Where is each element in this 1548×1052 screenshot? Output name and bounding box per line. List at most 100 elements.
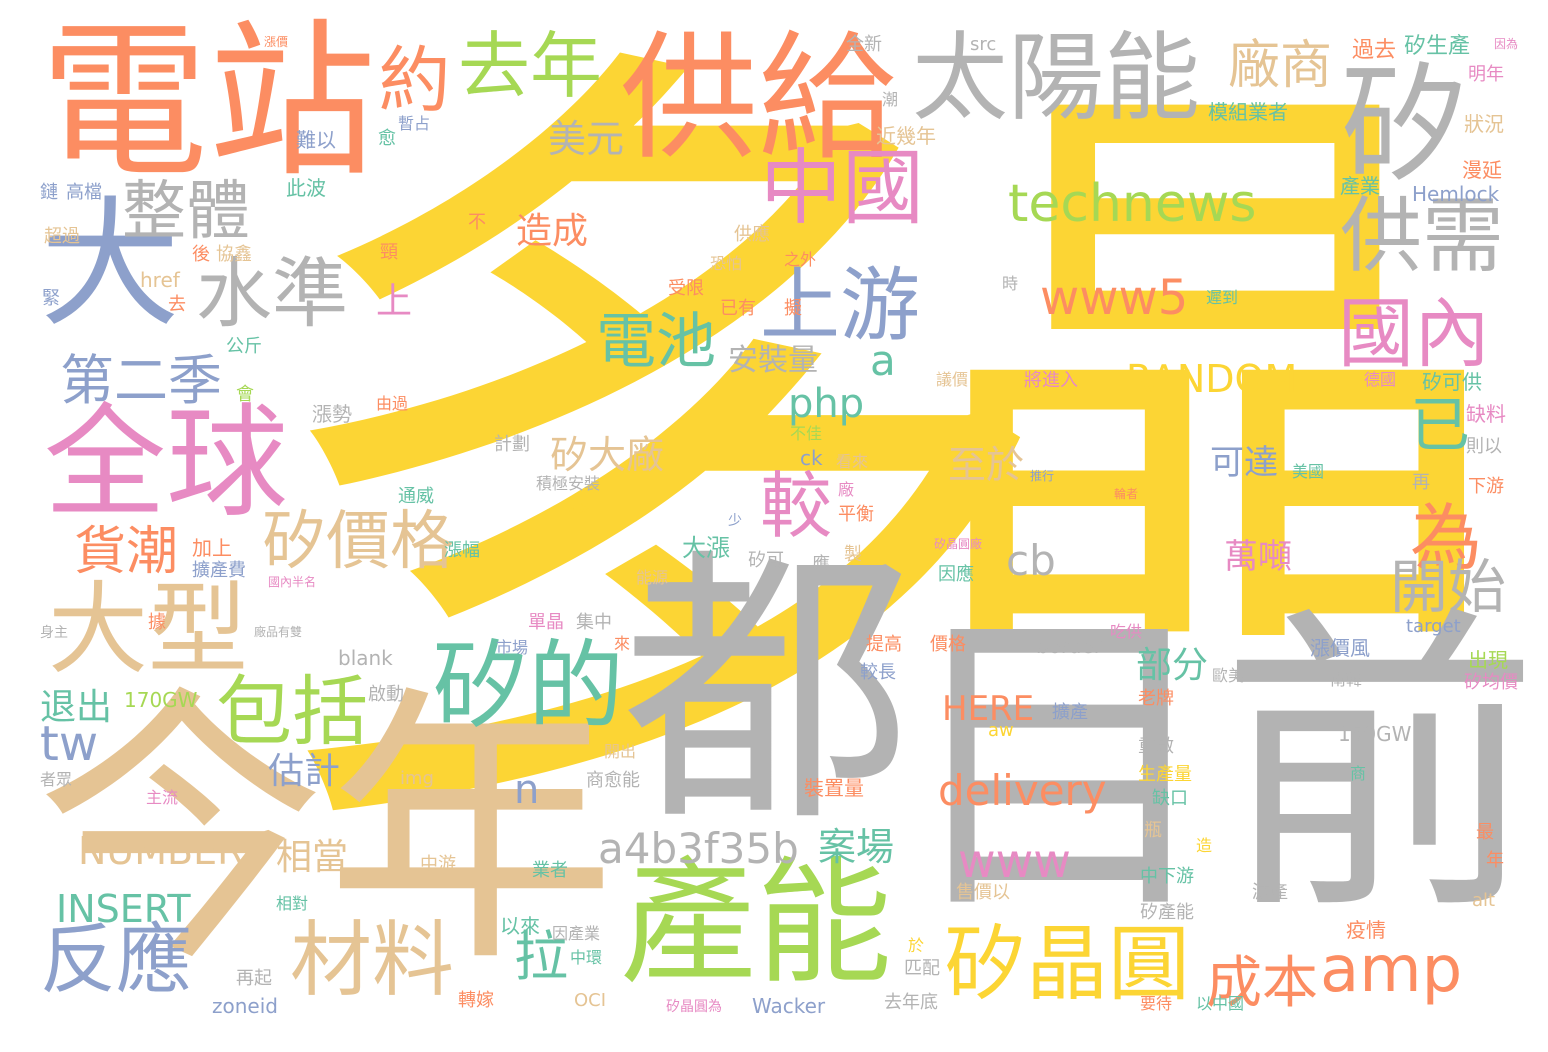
word-here: HERE: [942, 689, 1035, 729]
word-ying: 應: [812, 554, 830, 575]
word-fanying: 反應: [40, 915, 192, 1004]
word-zaiqi: 再起: [236, 968, 272, 989]
word-zhongqi: 重啟: [1138, 736, 1174, 757]
word-blank: blank: [338, 646, 393, 670]
word-n: n: [514, 767, 540, 813]
word-zhengti: 整體: [122, 175, 250, 249]
word-shoujiayi: 售價以: [956, 882, 1010, 903]
word-jianchan: 減產: [1252, 882, 1288, 903]
word-chaoguo: 超過: [44, 226, 80, 247]
word-shichang: 市場: [496, 638, 529, 657]
word-yizhongguo: 以中國: [1196, 994, 1245, 1013]
word-php: php: [788, 381, 865, 427]
word-jiao: 較: [760, 464, 833, 548]
word-yilai: 以來: [500, 914, 540, 938]
word-150gw: 150GW: [1338, 722, 1412, 746]
word-changpinyoushuang: 廠品有雙: [254, 625, 303, 639]
word-chanye: 產業: [1340, 174, 1380, 198]
word-daxing: 大型: [48, 571, 248, 688]
word-gongying: 供應: [734, 224, 770, 245]
word-mingnian: 明年: [1468, 64, 1504, 85]
word-jinjinian: 近幾年: [876, 124, 936, 148]
word-guidachang: 矽大廠: [550, 433, 665, 477]
word-guoqu: 過去: [1352, 38, 1397, 63]
word-cailiao: 材料: [290, 913, 455, 1008]
word-changshang: 廠商: [1228, 36, 1333, 96]
word-manyan: 漫延: [1462, 158, 1502, 182]
word-src: src: [970, 34, 997, 55]
word-tongwei: 通威: [398, 486, 434, 507]
word-shuizhun: 水準: [196, 249, 348, 338]
word-chengben: 成本: [1206, 951, 1318, 1016]
word-zeyi: 則以: [1466, 436, 1502, 457]
word-youguo: 由過: [376, 394, 409, 413]
word-shang2: 商: [1350, 764, 1367, 783]
word-duo: 多: [246, 0, 1066, 937]
word-ni: 擬: [784, 298, 802, 319]
word-gui: 矽: [1340, 51, 1469, 200]
word-qunian: 去年: [458, 24, 603, 108]
word-dianzhan: 電站: [40, 4, 376, 200]
word-kaichu: 開出: [604, 742, 637, 761]
word-kuochanfei: 擴產費: [192, 560, 246, 581]
word-random: RANDOM: [1126, 357, 1298, 401]
word-guijiage: 矽價格: [262, 505, 454, 579]
word-jiashang: 加上: [192, 536, 232, 560]
word-zoneid: zoneid: [212, 994, 278, 1018]
word-zhiwai: 之外: [784, 250, 817, 269]
word-zao: 造: [1196, 836, 1213, 855]
word-a4b3f35b: a4b3f35b: [598, 824, 799, 873]
word-gongji: 供給: [620, 18, 897, 179]
word-amp: amp: [1320, 933, 1463, 1007]
word-channeng: 產能: [620, 845, 892, 1003]
word-dazhang: 大漲: [682, 534, 730, 562]
word-chigong: 吃供: [1110, 622, 1143, 641]
word-lai: 來: [614, 634, 631, 653]
word-zhangfu: 漲幅: [444, 540, 480, 561]
word-zhangjiafeng: 漲價風: [1310, 636, 1370, 660]
word-hou: 後: [192, 244, 210, 265]
word-zhiyu: 至於: [948, 443, 1025, 487]
word-yu: 於: [908, 936, 925, 955]
word-chang: 廠: [838, 480, 855, 499]
word-kuochan: 擴產: [1052, 702, 1088, 723]
word-shengchanliang: 生產量: [1138, 764, 1192, 785]
word-oumei: 歐美: [1212, 666, 1245, 685]
word-delivery: delivery: [938, 766, 1107, 815]
word-zui: 最: [1476, 822, 1494, 843]
word-a: a: [870, 336, 896, 385]
word-guonei: 國內: [1338, 289, 1490, 378]
word-dianchi: 電池: [596, 307, 716, 377]
word-bu: 不: [468, 212, 486, 233]
word-www5: www5: [1040, 270, 1189, 326]
word-xiangdui: 相對: [276, 894, 309, 913]
word-shangyou: 上游: [760, 259, 920, 352]
word-xiexin: 協鑫: [216, 244, 252, 265]
word-insert: INSERT: [56, 887, 191, 931]
word-jihua: 計劃: [494, 434, 530, 455]
word-bujia: 不佳: [790, 424, 823, 443]
word-yezhe: 業者: [532, 860, 568, 881]
word-guijingyuanwei: 矽晶圓為: [666, 999, 722, 1015]
word-jiage: 價格: [930, 634, 966, 655]
word-gongjin: 公斤: [226, 336, 262, 357]
word-qu: 去: [168, 294, 186, 315]
word-queliao: 缺料: [1466, 402, 1506, 426]
word-deguo: 德國: [1364, 370, 1397, 389]
word-nanyi: 難以: [296, 128, 336, 152]
word-yiyou: 已有: [720, 298, 756, 319]
word-lian: 鏈: [40, 182, 58, 203]
word-guike: 矽可: [748, 550, 784, 571]
word-daduo: 大多: [566, 501, 591, 515]
word-la: 拉: [514, 925, 568, 988]
word-kongpa: 恐怕: [710, 254, 743, 273]
word-muqian: 目前: [900, 582, 1540, 954]
word-ping: 瓶: [1144, 820, 1162, 841]
word-guoneibanming: 國內半名: [268, 575, 317, 589]
word-pipei: 匹配: [904, 958, 940, 979]
word-zhuliu: 主流: [146, 788, 179, 807]
word-zhangjia: 漲價: [264, 35, 289, 49]
word-meiyuan: 美元: [548, 117, 625, 161]
word-shao: 少: [728, 513, 742, 529]
